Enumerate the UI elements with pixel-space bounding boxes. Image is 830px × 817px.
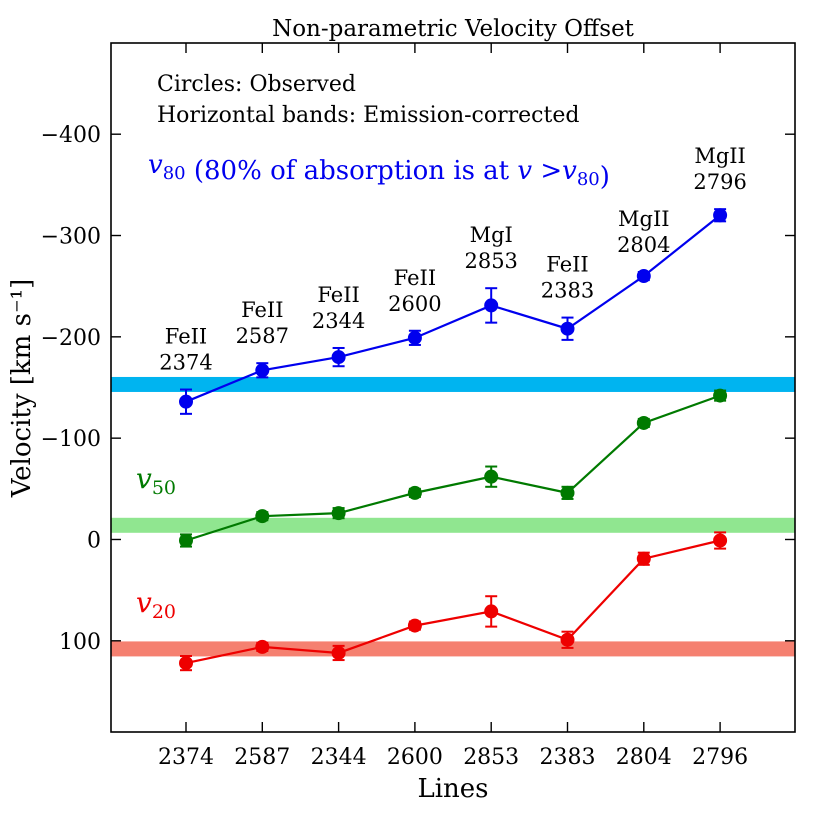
v80-point: [255, 363, 270, 378]
line-wave-label: 2344: [312, 309, 365, 333]
axis-ticks: −400 −300 −200 −100 0 100 2374 2587 2344 2600 2853…: [41, 43, 795, 770]
line-ion-label: FeII: [241, 298, 283, 322]
line-wave-label: 2804: [617, 233, 670, 257]
v50-point: [255, 509, 270, 524]
v20-point: [331, 645, 346, 660]
line-ion-label: MgII: [694, 144, 746, 168]
x-tick-label: 2587: [234, 745, 290, 770]
v20-point: [636, 551, 651, 566]
y-tick-label: −300: [41, 225, 101, 250]
line-ion-label: FeII: [165, 325, 207, 349]
v50-point: [560, 485, 575, 500]
y-tick-label: −200: [41, 326, 101, 351]
v50-point: [713, 388, 728, 403]
emission-bands: [111, 376, 795, 657]
note-bands: Horizontal bands: Emission-corrected: [157, 103, 579, 128]
y-tick-label: 0: [87, 528, 101, 553]
note-observed: Circles: Observed: [157, 72, 356, 97]
v50-line: [185, 394, 721, 542]
y-tick-label: −400: [41, 123, 101, 148]
v80-point: [179, 394, 193, 409]
series-labels: v80 (80% of absorption is at v >v80) v50 v…: [136, 150, 610, 623]
v80-label: v80 (80% of absorption is at v >v80): [148, 150, 610, 192]
v20-line: [185, 539, 721, 665]
v80-band: [111, 376, 795, 392]
line-wave-label: 2383: [541, 279, 594, 303]
series-lines: [179, 208, 728, 672]
x-tick-label: 2374: [158, 745, 214, 770]
line-ion-label: FeII: [317, 283, 359, 307]
v80-line: [185, 214, 721, 403]
v80-point: [331, 350, 346, 365]
v50-point: [636, 415, 651, 430]
x-tick-label: 2853: [463, 745, 519, 770]
y-tick-label: 100: [59, 630, 101, 655]
v50-label: v50: [136, 462, 176, 499]
line-wave-label: 2796: [693, 170, 746, 194]
y-axis-label: Velocity [km s⁻¹]: [7, 279, 37, 498]
line-wave-label: 2587: [236, 324, 289, 348]
line-wave-label: 2853: [464, 249, 517, 273]
line-ion-label: MgII: [618, 207, 670, 231]
plot-frame: [110, 42, 796, 733]
line-ion-label: FeII: [546, 253, 588, 277]
y-tick-label: −100: [41, 427, 101, 452]
line-ion-label: MgI: [470, 223, 513, 247]
x-tick-label: 2804: [616, 745, 672, 770]
v20-point: [484, 604, 499, 619]
line-ion-label: FeII: [394, 266, 436, 290]
v20-point: [255, 639, 270, 654]
x-tick-label: 2383: [540, 745, 596, 770]
line-wave-label: 2374: [159, 351, 212, 375]
v20-point: [179, 656, 193, 671]
chart-title: Non-parametric Velocity Offset: [272, 16, 635, 42]
v50-point: [407, 485, 422, 500]
v80-point: [560, 321, 575, 336]
v80-point: [713, 208, 728, 223]
v80-point: [407, 330, 422, 345]
v50-band: [111, 517, 795, 533]
v20-label: v20: [136, 586, 176, 623]
v20-band: [111, 641, 795, 657]
x-tick-label: 2600: [387, 745, 443, 770]
x-tick-label: 2796: [692, 745, 748, 770]
v20-point: [407, 618, 422, 633]
x-axis-label: Lines: [417, 774, 488, 804]
v50-point: [331, 506, 346, 521]
v50-point: [484, 469, 499, 484]
line-wave-label: 2600: [388, 292, 441, 316]
v80-point: [636, 269, 651, 284]
v20-point: [713, 533, 728, 548]
v80-point: [484, 298, 499, 313]
v50-point: [179, 533, 193, 548]
v20-point: [560, 632, 575, 647]
x-tick-label: 2344: [311, 745, 367, 770]
